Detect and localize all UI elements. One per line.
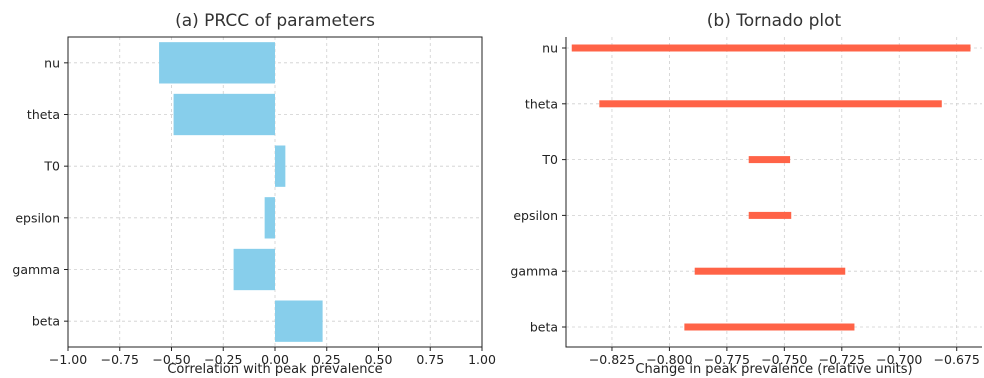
tornado-chart-title: (b) Tornado plot [707,11,842,31]
tornado-x-tick-label: −0.775 [704,352,750,367]
tornado-axes [565,37,982,348]
tornado-range-beta [684,323,855,331]
tornado-y-ticks: beta gamma epsilon T0 theta nu [510,41,566,335]
prcc-x-tick-label: 0.00 [261,352,289,367]
tornado-x-tick-label: −0.825 [589,352,635,367]
prcc-x-tick-label: 0.25 [313,352,341,367]
tornado-y-tick-label: beta [530,320,558,335]
tornado-y-tick-label: T0 [541,152,558,167]
prcc-x-tick-label: 0.75 [416,352,444,367]
prcc-y-tick-label: gamma [12,262,60,277]
tornado-chart: (b) Tornado plot −0.825 −0.800 −0.775 −0.75… [510,11,982,377]
tornado-y-tick-label: nu [542,41,558,56]
tornado-range-nu [571,44,971,52]
tornado-y-tick-label: theta [525,96,558,111]
prcc-y-tick-label: beta [32,314,60,329]
prcc-x-tick-label: −0.25 [204,352,242,367]
prcc-bar-beta [275,300,323,342]
prcc-chart: (a) PRCC of parameters −1.00 −0.75 −0.50 −0… [12,11,496,377]
prcc-bar-gamma [233,248,275,291]
prcc-x-tick-label: 0.50 [365,352,393,367]
prcc-x-tick-label: −0.50 [152,352,190,367]
tornado-x-axis-label: Change in peak prevalence (relative unit… [635,362,912,377]
tornado-x-tick-label: −0.800 [646,352,692,367]
tornado-range-theta [599,100,942,108]
tornado-x-tick-label: −0.750 [761,352,807,367]
tornado-range-T0 [748,156,791,164]
tornado-range-gamma [694,267,846,275]
prcc-x-tick-label: −0.75 [101,352,139,367]
prcc-bar-epsilon [264,197,275,239]
prcc-bars [159,42,323,342]
tornado-bars [571,44,971,331]
prcc-y-tick-label: T0 [43,159,60,174]
prcc-y-tick-label: theta [27,107,60,122]
tornado-x-ticks: −0.825 −0.800 −0.775 −0.750 −0.725 −0.700 −0.6… [589,347,980,367]
prcc-x-tick-label: −1.00 [49,352,87,367]
tornado-y-tick-label: epsilon [513,208,558,223]
tornado-x-tick-label: −0.700 [876,352,922,367]
tornado-x-tick-label: −0.725 [819,352,865,367]
prcc-y-tick-label: epsilon [15,210,60,225]
prcc-bar-nu [159,42,275,84]
tornado-x-tick-label: −0.675 [934,352,980,367]
prcc-y-ticks: beta gamma epsilon T0 theta nu [12,55,68,329]
prcc-bar-T0 [275,145,286,187]
prcc-y-tick-label: nu [44,55,60,70]
prcc-x-ticks: −1.00 −0.75 −0.50 −0.25 0.00 0.25 0.50 0.75 1.00 [49,347,496,367]
prcc-x-axis-label: Correlation with peak prevalence [167,362,382,377]
prcc-chart-title: (a) PRCC of parameters [175,11,375,31]
tornado-y-tick-label: gamma [510,264,558,279]
tornado-range-epsilon [748,211,792,219]
prcc-bar-theta [173,93,275,136]
tornado-grid [566,37,982,347]
prcc-x-tick-label: 1.00 [468,352,496,367]
